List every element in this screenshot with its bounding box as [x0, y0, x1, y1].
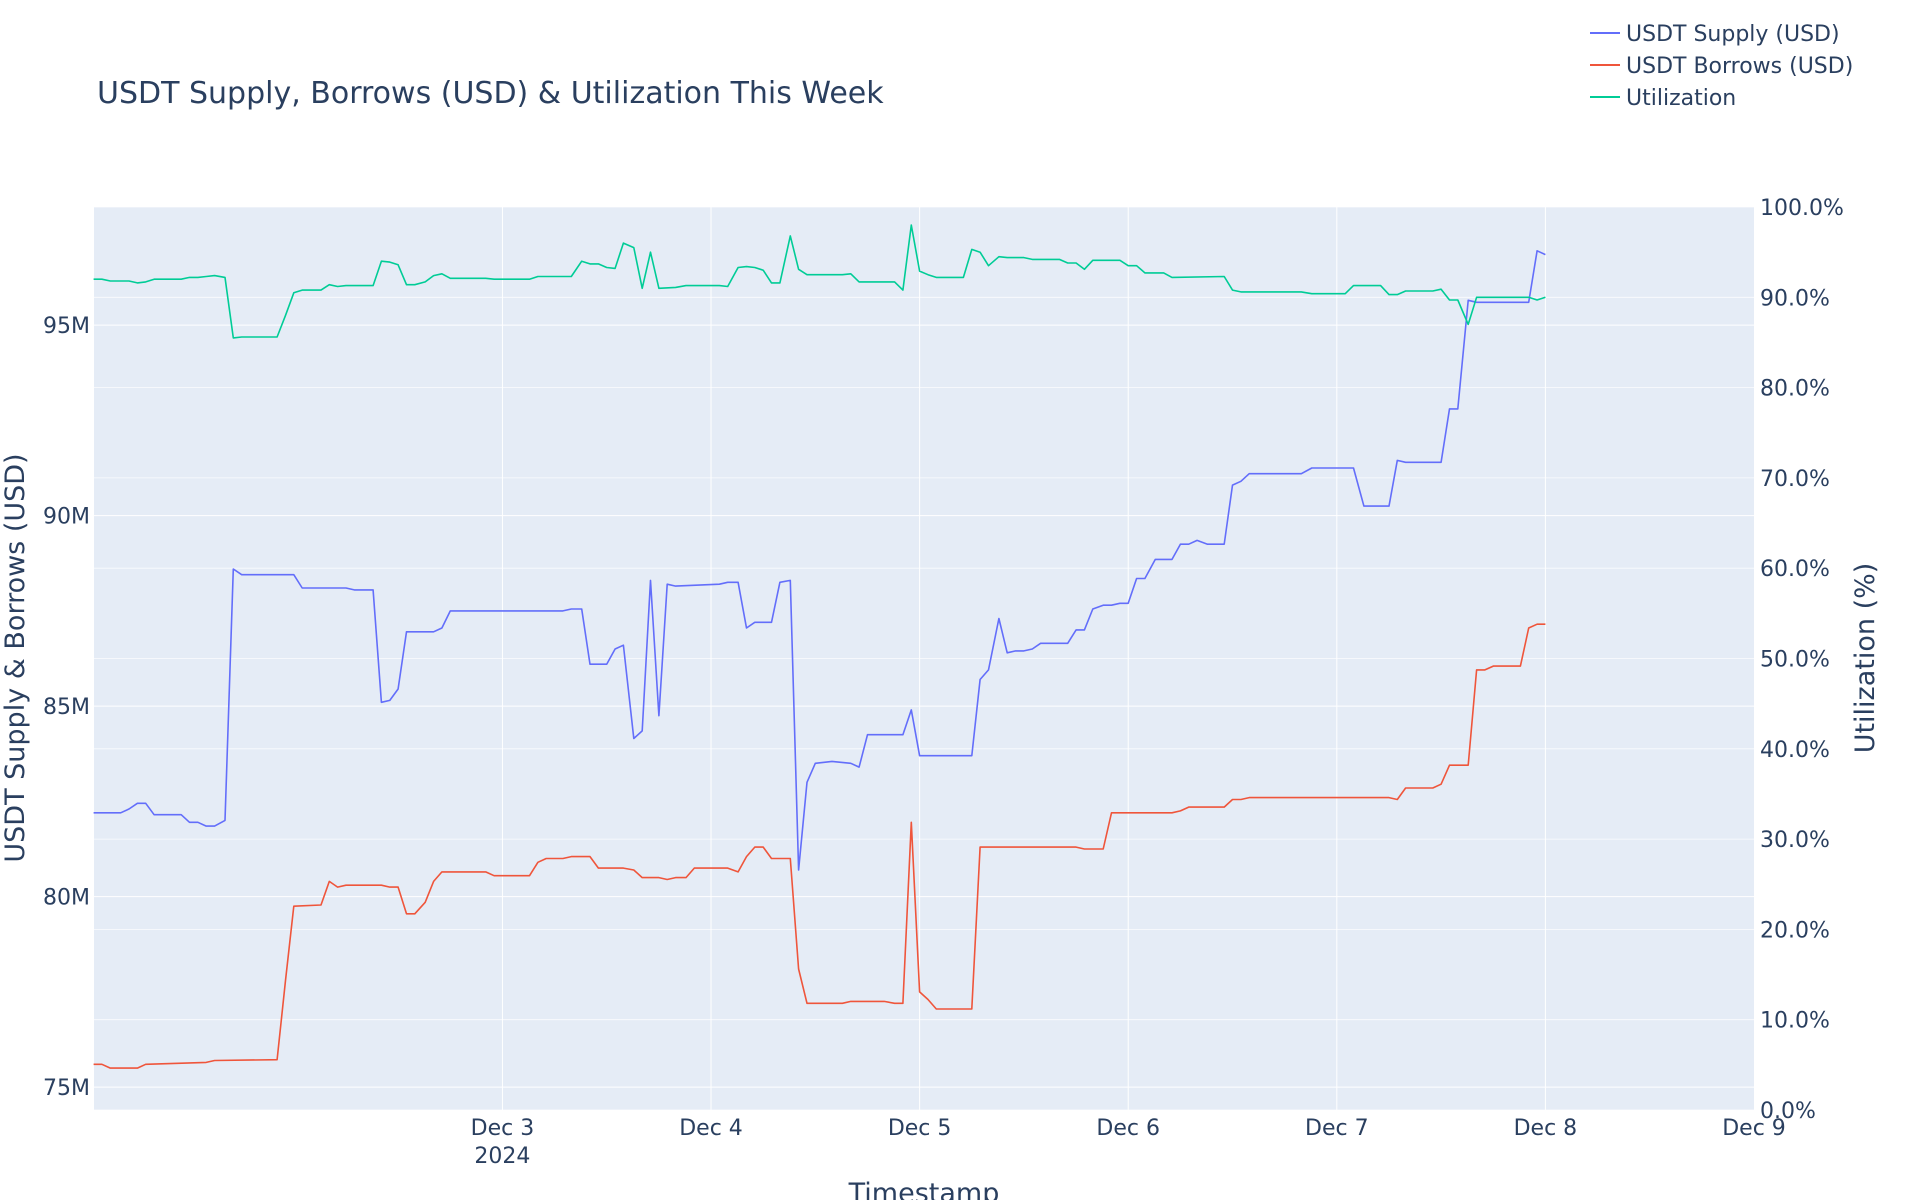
series-line-utilization: [93, 224, 1546, 339]
series-line-supply: [93, 250, 1546, 871]
y-tick-label: 95M: [43, 314, 90, 339]
x-tick-label: Dec 5: [888, 1116, 952, 1141]
legend-label-utilization: Utilization: [1626, 86, 1736, 111]
y2-tick-label: 10.0%: [1760, 1009, 1830, 1034]
y2-tick-label: 50.0%: [1760, 648, 1830, 673]
x-tick-label: Dec 3: [471, 1116, 535, 1141]
x-tick-label: Dec 9: [1722, 1116, 1786, 1141]
y2-tick-label: 40.0%: [1760, 738, 1830, 763]
x-axis-title: Timestamp: [848, 1178, 1000, 1200]
y2-axis-title: Utilization (%): [1850, 563, 1881, 754]
y2-tick-label: 80.0%: [1760, 377, 1830, 402]
legend-label-borrows: USDT Borrows (USD): [1626, 54, 1853, 79]
y-tick-label: 85M: [43, 695, 90, 720]
x-tick-label: Dec 8: [1514, 1116, 1578, 1141]
legend-item-utilization[interactable]: Utilization: [1590, 86, 1736, 111]
legend: USDT Supply (USD) USDT Borrows (USD) Uti…: [1590, 22, 1853, 111]
y2-tick-label: 100.0%: [1760, 196, 1844, 221]
chart-title: USDT Supply, Borrows (USD) & Utilization…: [97, 76, 884, 111]
series-line-borrows: [93, 623, 1546, 1069]
series-lines: [93, 224, 1546, 1069]
y2-tick-label: 70.0%: [1760, 467, 1830, 492]
legend-item-borrows[interactable]: USDT Borrows (USD): [1590, 54, 1853, 79]
y2-tick-label: 90.0%: [1760, 286, 1830, 311]
y2-tick-label: 60.0%: [1760, 557, 1830, 582]
x-tick-labels: Dec 3 2024 Dec 4 Dec 5 Dec 6 Dec 7 Dec 8 Dec 9: [471, 1116, 1786, 1169]
y2-tick-labels: 0.0% 10.0% 20.0% 30.0% 40.0% 50.0% 60.0% 70.0% 8…: [1760, 196, 1844, 1124]
y-tick-label: 80M: [43, 886, 90, 911]
grid-lines: [94, 206, 1754, 1111]
y-axis-title: USDT Supply & Borrows (USD): [0, 453, 31, 862]
x-tick-label: Dec 7: [1305, 1116, 1369, 1141]
legend-label-supply: USDT Supply (USD): [1626, 22, 1840, 47]
y2-tick-label: 20.0%: [1760, 918, 1830, 943]
x-tick-label: Dec 4: [679, 1116, 743, 1141]
y2-tick-label: 30.0%: [1760, 828, 1830, 853]
y-tick-label: 90M: [43, 505, 90, 530]
x-tick-label: Dec 6: [1096, 1116, 1160, 1141]
legend-item-supply[interactable]: USDT Supply (USD): [1590, 22, 1840, 47]
y-tick-labels: 75M 80M 85M 90M 95M: [43, 314, 90, 1101]
x-tick-sublabel: 2024: [474, 1144, 530, 1169]
y-tick-label: 75M: [43, 1076, 90, 1101]
y2-tick-label: 0.0%: [1760, 1099, 1816, 1124]
